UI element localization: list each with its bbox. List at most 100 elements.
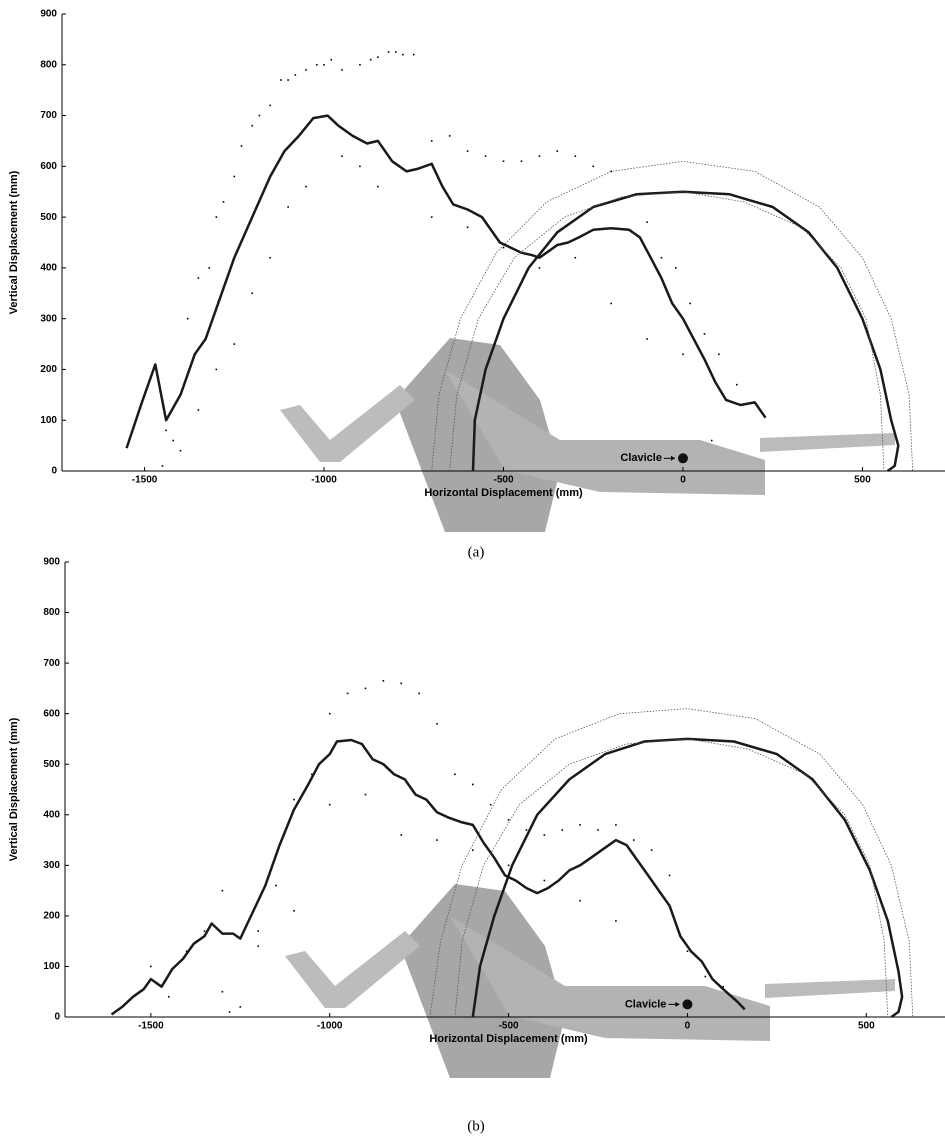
- scatter-point: [258, 114, 261, 117]
- x-tick-label: 500: [858, 1021, 875, 1032]
- scatter-point: [507, 819, 510, 821]
- scatter-point: [668, 874, 671, 877]
- scatter-point: [316, 63, 318, 66]
- y-tick-label: 0: [54, 1012, 60, 1023]
- scatter-point: [287, 79, 289, 81]
- scatter-point: [418, 692, 420, 695]
- scatter-point: [294, 74, 297, 76]
- scatter-point: [646, 338, 648, 340]
- scatter-point: [400, 682, 403, 685]
- y-tick-label: 900: [43, 557, 60, 568]
- torso: [450, 916, 770, 1041]
- scatter-point: [346, 692, 349, 695]
- scatter-point: [369, 58, 372, 61]
- y-tick-label: 800: [43, 607, 60, 618]
- scatter-point: [650, 849, 653, 851]
- scatter-point: [305, 185, 307, 188]
- scatter-point: [330, 58, 333, 61]
- scatter-point: [269, 256, 271, 259]
- x-tick-label: -500: [499, 1021, 519, 1032]
- scatter-point: [257, 930, 259, 932]
- figure-illustration-b: [285, 884, 895, 1078]
- scatter-point: [412, 53, 415, 56]
- scatter-point: [364, 687, 367, 690]
- scatter-point: [538, 155, 541, 157]
- scatter-point: [382, 680, 385, 682]
- scatter-point: [574, 256, 577, 259]
- scatter-point: [660, 256, 663, 259]
- y-axis-label: Vertical Displacement (mm): [8, 717, 20, 861]
- scatter-point: [502, 246, 505, 249]
- y-tick-label: 600: [43, 708, 60, 719]
- scatter-point: [215, 216, 218, 218]
- scatter-point: [543, 834, 546, 836]
- scatter-point: [736, 383, 738, 386]
- scatter-point: [436, 722, 438, 725]
- figure-illustration-a: [280, 338, 895, 532]
- scatter-point: [722, 985, 725, 988]
- scatter-point: [502, 160, 505, 163]
- scatter-point: [203, 930, 206, 932]
- dotted-line: [454, 738, 889, 1018]
- trajectory-line: [471, 190, 900, 473]
- annotation-arrowhead: [675, 1001, 680, 1007]
- scatter-point: [377, 185, 379, 188]
- scatter-point: [311, 773, 313, 776]
- scatter-point: [703, 333, 706, 335]
- scatter-point: [215, 368, 218, 371]
- x-tick-label: -1500: [132, 475, 158, 486]
- scatter-point: [674, 267, 677, 269]
- x-tick-label: 0: [680, 475, 686, 486]
- scatter-point: [186, 317, 189, 320]
- scatter-point: [269, 104, 271, 107]
- scatter-point: [328, 803, 331, 806]
- scatter-point: [197, 277, 200, 279]
- scatter-point: [293, 798, 295, 801]
- y-tick-label: 600: [40, 161, 57, 172]
- scatter-point: [710, 439, 713, 442]
- scatter-point: [525, 829, 528, 831]
- clavicle-marker: [677, 453, 688, 464]
- scatter-point: [686, 950, 689, 953]
- chair: [395, 338, 560, 532]
- scatter-point: [632, 839, 635, 841]
- scatter-point: [161, 465, 164, 467]
- annotation-label: Clavicle: [625, 998, 667, 1010]
- scatter-point: [240, 145, 243, 147]
- scatter-point: [561, 829, 564, 831]
- legs: [280, 385, 415, 462]
- scatter-point: [208, 267, 210, 269]
- scatter-point: [507, 864, 510, 867]
- scatter-point: [172, 439, 175, 442]
- y-tick-label: 500: [40, 212, 57, 223]
- y-tick-label: 0: [51, 466, 57, 477]
- scatter-point: [402, 53, 404, 56]
- y-tick-label: 300: [43, 860, 60, 871]
- scatter-point: [610, 302, 612, 305]
- scatter-point: [579, 899, 581, 902]
- scatter-point: [579, 824, 581, 826]
- scatter-point: [466, 226, 469, 229]
- scatter-point: [430, 140, 433, 142]
- x-tick-label: -500: [493, 475, 513, 486]
- y-tick-label: 100: [43, 961, 60, 972]
- chart: 0 100 200 300 400 500 600 700 800 900 -1500 -1000 -5…: [8, 9, 945, 560]
- scatter-point: [387, 51, 390, 53]
- scatter-point: [179, 449, 182, 452]
- chart: 0 100 200 300 400 500 600 700 800 900 -1500 -1000 -5…: [8, 557, 945, 1134]
- x-tick-label: 0: [685, 1021, 691, 1032]
- scatter-point: [377, 56, 379, 58]
- scatter-point: [454, 773, 456, 776]
- y-tick-label: 700: [40, 110, 57, 121]
- scatter-point: [689, 302, 691, 305]
- y-tick-label: 800: [40, 59, 57, 70]
- y-tick-label: 200: [43, 911, 60, 922]
- scatter-point: [280, 79, 282, 81]
- scatter-point: [646, 221, 648, 223]
- scatter-point: [592, 165, 595, 168]
- scatter-point: [165, 429, 167, 432]
- scatter-point: [341, 69, 343, 71]
- scatter-point: [489, 803, 492, 806]
- arm: [760, 433, 895, 452]
- x-tick-label: -1500: [138, 1021, 164, 1032]
